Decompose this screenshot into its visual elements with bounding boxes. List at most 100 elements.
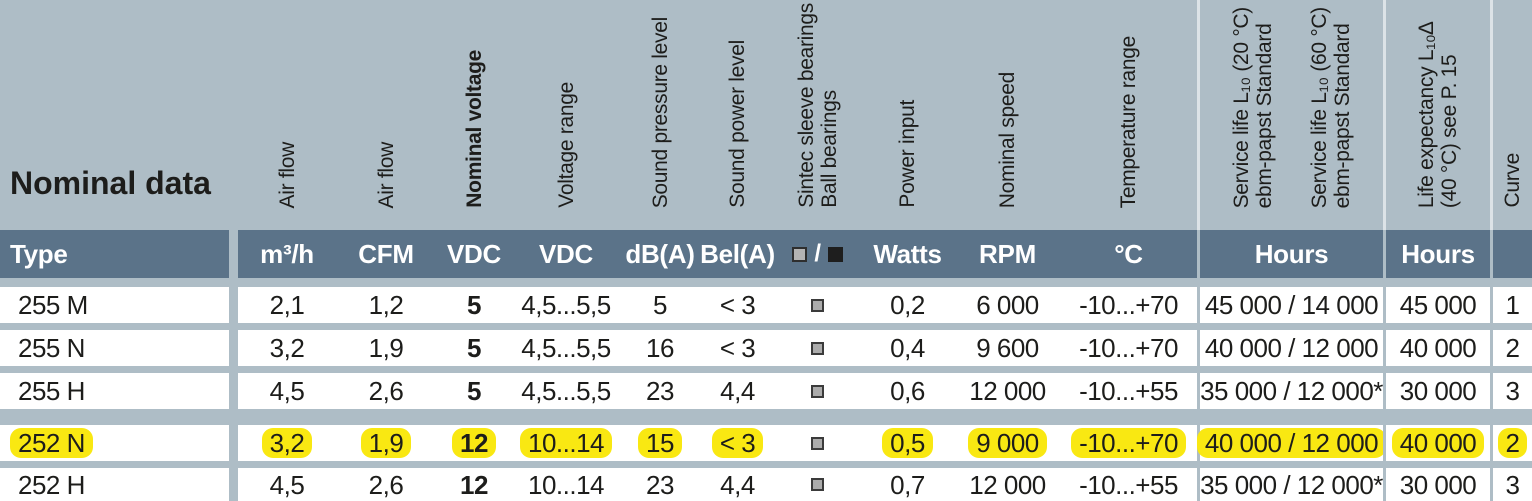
bearing-cell — [775, 468, 860, 501]
cell-value: 12 000 — [969, 469, 1046, 500]
page-title: Nominal data — [10, 165, 211, 201]
column-divider — [1197, 373, 1200, 409]
sound-power-cell: 4,4 — [700, 468, 775, 501]
rotated-label: Ball bearings — [817, 90, 841, 208]
cell-value: 12 — [452, 428, 496, 458]
column-divider — [1383, 425, 1386, 461]
nominal-speed-cell: 9 600 — [955, 330, 1060, 366]
rotated-label: Nominal voltage — [462, 50, 486, 208]
unit-hours-life-expectancy: Hours — [1386, 230, 1490, 278]
service-life-cell: 35 000 / 12 000* — [1200, 468, 1383, 501]
unit-label: RPM — [979, 238, 1036, 269]
sound-power-cell: < 3 — [700, 287, 775, 323]
type-label: 252 N — [10, 428, 93, 458]
service-life-cell: 45 000 / 14 000 — [1200, 287, 1383, 323]
rotated-label: (40 °C) see P. 15 — [1438, 54, 1461, 209]
column-divider — [1383, 230, 1386, 278]
curve-cell: 2 — [1493, 425, 1532, 461]
cell-value: 1,9 — [368, 333, 404, 363]
cell-value: 23 — [646, 469, 674, 500]
temperature-cell: -10...+70 — [1060, 330, 1197, 366]
air-flow-m3h-cell: 3,2 — [238, 425, 336, 461]
voltage-range-cell: 4,5...5,5 — [512, 373, 620, 409]
header-air-flow-cfm: Air flow — [336, 0, 436, 230]
cell-value: 0,5 — [882, 428, 933, 458]
bearing-cell — [775, 373, 860, 409]
cell-value: 4,5 — [269, 469, 305, 500]
temperature-cell: -10...+70 — [1060, 425, 1197, 461]
column-gap — [229, 373, 238, 409]
cell-value: 3,2 — [269, 333, 305, 363]
unit-label: Hours — [1401, 238, 1475, 269]
service-life-cell: 40 000 / 12 000 — [1200, 330, 1383, 366]
sleeve-bearing-icon — [811, 478, 824, 491]
cell-value: < 3 — [711, 428, 764, 458]
temperature-cell: -10...+70 — [1060, 287, 1197, 323]
cell-value: 4,5...5,5 — [521, 333, 611, 363]
bearing-cell — [775, 287, 860, 323]
air-flow-cfm-cell: 2,6 — [336, 373, 436, 409]
unit-vdc-range: VDC — [512, 230, 620, 278]
sound-power-cell: < 3 — [700, 330, 775, 366]
rotated-label: Sound power level — [726, 40, 749, 208]
life-expectancy-cell: 40 000 — [1386, 425, 1490, 461]
column-divider — [1383, 330, 1386, 366]
column-divider — [1383, 0, 1386, 230]
table-row-255N: 255 N 3,2 1,9 5 4,5...5,5 16 < 3 0,4 9 6… — [0, 330, 1532, 366]
sound-pressure-cell: 5 — [620, 287, 700, 323]
cell-value: 3 — [1505, 376, 1520, 406]
cell-value: 10...14 — [519, 428, 612, 458]
curve-cell: 2 — [1493, 330, 1532, 366]
header-sound-power-level: Sound power level — [700, 0, 775, 230]
rotated-label: Power input — [896, 100, 919, 208]
cell-value: -10...+55 — [1079, 469, 1178, 500]
rotated-label: Nominal speed — [996, 71, 1019, 208]
temperature-cell: -10...+55 — [1060, 373, 1197, 409]
cell-value: -10...+70 — [1079, 333, 1178, 363]
rotated-label: ebm-papst Standard — [1252, 23, 1276, 208]
rotated-label: Sintec sleeve bearings — [794, 3, 818, 208]
ball-bearing-icon — [827, 246, 843, 262]
unit-cfm: CFM — [336, 230, 436, 278]
header-sound-pressure-level: Sound pressure level — [620, 0, 700, 230]
unit-label: VDC — [539, 238, 593, 269]
table-row-255M: 255 M 2,1 1,2 5 4,5...5,5 5 < 3 0,2 6 00… — [0, 287, 1532, 323]
power-input-cell: 0,4 — [860, 330, 955, 366]
header-curve: Curve — [1493, 0, 1532, 230]
cell-value: 23 — [646, 376, 674, 406]
title-cell: Nominal data — [0, 0, 229, 230]
header-life-expectancy: Life expectancy L₁₀∆ (40 °C) see P. 15 — [1386, 0, 1490, 230]
life-expectancy-cell: 40 000 — [1386, 330, 1490, 366]
cell-value: < 3 — [719, 333, 756, 363]
bearing-cell — [775, 425, 860, 461]
type-cell: 255 N — [0, 330, 229, 366]
cell-value: 1,9 — [360, 428, 412, 458]
rotated-label: Curve — [1501, 153, 1524, 208]
bearing-slash: / — [814, 240, 821, 267]
column-divider — [1490, 468, 1493, 501]
sleeve-bearing-icon — [811, 298, 824, 312]
air-flow-m3h-cell: 4,5 — [238, 468, 336, 501]
column-divider — [1383, 373, 1386, 409]
rotated-header-row: Nominal data Air flow Air flow Nominal v… — [0, 0, 1532, 230]
rotated-label: Temperature range — [1117, 35, 1140, 208]
cell-value: 5 — [467, 333, 481, 363]
unit-header-row: Type m³/h CFM VDC VDC dB(A) Bel(A) / Wat… — [0, 230, 1532, 278]
rotated-label: Life expectancy L₁₀∆ — [1415, 21, 1438, 208]
column-gap — [229, 468, 238, 501]
column-gap — [229, 230, 238, 278]
cell-value: 3 — [1505, 469, 1520, 500]
unit-label: Bel(A) — [700, 238, 775, 269]
unit-type: Type — [0, 230, 229, 278]
power-input-cell: 0,7 — [860, 468, 955, 501]
unit-label: m³/h — [260, 238, 314, 269]
cell-value: 30 000 — [1399, 469, 1477, 500]
sound-power-cell: 4,4 — [700, 373, 775, 409]
service-life-cell: 40 000 / 12 000 — [1196, 425, 1387, 461]
column-divider — [1197, 330, 1200, 366]
row-spacer — [0, 323, 1532, 330]
unit-label: Type — [10, 238, 68, 269]
cell-value: 4,4 — [720, 376, 755, 406]
type-label: 252 H — [18, 469, 85, 500]
